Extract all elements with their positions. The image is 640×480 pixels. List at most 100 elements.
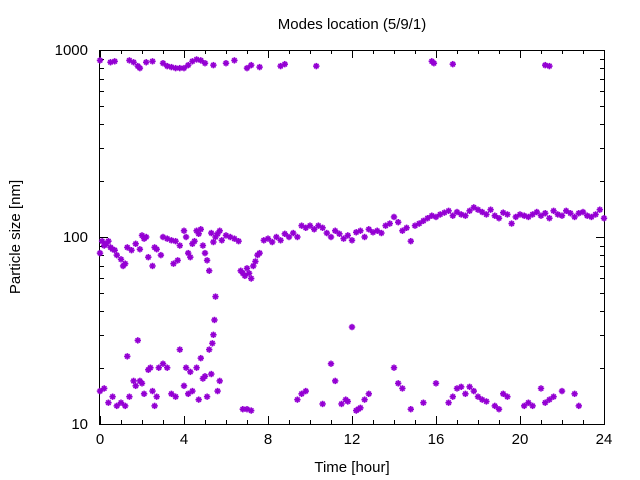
data-point — [180, 382, 188, 390]
data-point — [245, 270, 253, 277]
data-point — [449, 212, 456, 219]
data-point — [96, 249, 104, 257]
y-tick-label: 10 — [71, 416, 88, 433]
data-point — [294, 233, 301, 241]
data-point — [558, 212, 566, 219]
data-point — [466, 383, 473, 391]
data-point — [344, 398, 351, 405]
data-point — [201, 249, 209, 257]
data-point — [483, 211, 490, 218]
data-point — [529, 402, 536, 410]
data-point — [365, 390, 372, 398]
data-point — [525, 213, 532, 221]
data-point — [105, 237, 112, 245]
data-point — [495, 405, 503, 413]
data-point — [462, 390, 469, 398]
data-point — [491, 402, 498, 410]
data-point — [193, 364, 200, 371]
data-point — [424, 215, 431, 222]
data-point — [430, 59, 438, 67]
data-point — [542, 210, 549, 217]
data-point — [504, 393, 511, 400]
data-point — [172, 237, 179, 245]
data-point — [336, 230, 343, 238]
data-point — [128, 246, 135, 254]
data-point — [155, 364, 162, 371]
data-point — [558, 387, 566, 395]
data-point — [191, 237, 198, 245]
data-point — [164, 364, 171, 371]
data-point — [130, 59, 137, 66]
data-point — [311, 226, 318, 233]
data-point — [348, 323, 356, 331]
data-point — [338, 400, 345, 408]
data-point — [211, 316, 218, 324]
data-point — [210, 238, 217, 246]
data-point — [504, 211, 511, 218]
data-point — [348, 237, 356, 244]
data-point — [449, 393, 456, 400]
data-point — [174, 257, 181, 264]
data-point — [105, 399, 112, 406]
data-point — [210, 331, 217, 338]
data-point — [231, 235, 238, 242]
data-point — [432, 380, 440, 387]
x-tick-label: 24 — [596, 431, 613, 448]
data-point — [588, 213, 595, 221]
data-point — [203, 393, 211, 400]
chart-title: Modes location (5/9/1) — [278, 16, 426, 33]
data-point — [445, 207, 452, 215]
data-point — [231, 57, 238, 64]
data-point — [416, 220, 423, 227]
data-point — [170, 260, 177, 267]
data-point — [216, 377, 223, 385]
data-point — [575, 210, 582, 217]
data-point — [273, 233, 280, 241]
data-point — [159, 59, 167, 67]
data-point — [365, 226, 372, 233]
data-point — [182, 364, 190, 371]
data-points — [96, 56, 608, 414]
data-point — [479, 208, 486, 216]
data-point — [143, 59, 150, 66]
data-point — [319, 400, 326, 408]
data-point — [474, 393, 482, 400]
data-point — [134, 337, 141, 344]
data-point — [149, 58, 156, 65]
x-tick-label: 12 — [344, 431, 361, 448]
x-tick-label: 16 — [428, 431, 445, 448]
data-point — [132, 382, 139, 390]
data-point — [182, 233, 190, 241]
data-point — [149, 262, 156, 270]
data-point — [187, 253, 194, 261]
data-point — [319, 224, 326, 231]
data-point — [546, 396, 553, 403]
data-point — [596, 206, 603, 213]
data-point — [122, 260, 129, 267]
x-axis: 0 4 8 12 16 20 24 — [96, 50, 613, 448]
data-point — [302, 387, 309, 395]
data-point — [209, 340, 216, 347]
data-point — [145, 253, 152, 261]
data-point — [500, 390, 507, 398]
data-point — [195, 396, 202, 403]
data-point — [243, 64, 251, 72]
data-point — [153, 246, 160, 253]
data-point — [256, 63, 263, 71]
data-point — [420, 217, 427, 225]
data-point — [111, 246, 118, 254]
data-point — [243, 265, 251, 272]
data-point — [445, 399, 452, 406]
data-point — [126, 393, 133, 400]
data-point — [138, 380, 146, 387]
data-point — [529, 211, 536, 218]
data-point — [386, 220, 393, 227]
data-point — [96, 387, 104, 395]
data-point — [153, 393, 160, 400]
data-point — [264, 235, 272, 242]
data-point — [323, 229, 330, 237]
data-point — [206, 267, 213, 274]
data-point — [180, 64, 188, 72]
data-point — [579, 208, 587, 216]
data-point — [187, 368, 194, 376]
